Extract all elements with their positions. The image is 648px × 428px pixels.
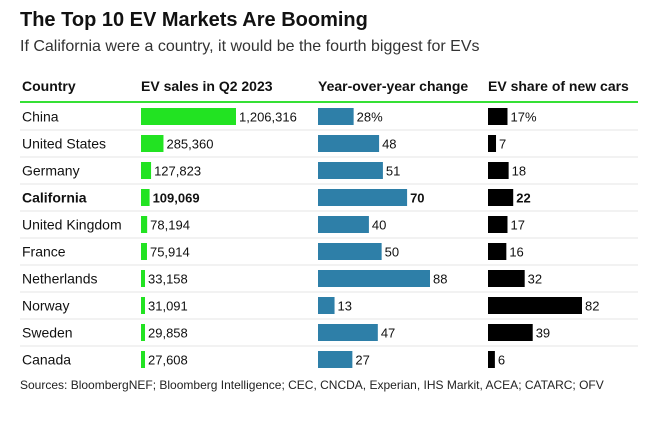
country-label: Germany: [22, 163, 80, 179]
country-label: China: [22, 109, 59, 125]
change-bar: [318, 351, 353, 368]
share-bar: [488, 243, 507, 260]
sales-bar: [141, 108, 236, 125]
column-header-change: Year-over-year change: [318, 78, 469, 94]
change-value-label: 50: [385, 245, 399, 260]
country-label: United States: [22, 136, 106, 152]
share-bar: [488, 297, 582, 314]
change-value-label: 47: [381, 326, 395, 341]
country-label: France: [22, 244, 66, 260]
change-bar: [318, 324, 378, 341]
sales-bar: [141, 189, 150, 206]
share-bar: [488, 135, 497, 152]
change-bar: [318, 135, 380, 152]
sales-bar: [141, 270, 145, 287]
change-bar: [318, 162, 383, 179]
share-value-label: 6: [498, 353, 505, 368]
change-value-label: 13: [338, 299, 352, 314]
share-value-label: 17: [510, 218, 524, 233]
country-label: California: [22, 190, 87, 206]
country-label: Canada: [22, 352, 71, 368]
sales-bar: [141, 243, 147, 260]
chart-title: The Top 10 EV Markets Are Booming: [20, 9, 368, 31]
sales-value-label: 1,206,316: [239, 110, 297, 125]
change-value-label: 88: [433, 272, 447, 287]
sales-value-label: 285,360: [166, 137, 213, 152]
share-bar: [488, 324, 533, 341]
header-rule: [20, 101, 638, 103]
sales-value-label: 27,608: [148, 353, 188, 368]
country-label: Norway: [22, 298, 69, 314]
change-bar: [318, 216, 369, 233]
share-bar: [488, 108, 508, 125]
column-header-share: EV share of new cars: [488, 78, 629, 94]
sales-value-label: 78,194: [150, 218, 190, 233]
change-value-label: 70: [410, 191, 424, 206]
sales-value-label: 75,914: [150, 245, 190, 260]
change-bar: [318, 270, 430, 287]
sales-value-label: 109,069: [153, 191, 200, 206]
sales-bar: [141, 297, 145, 314]
change-bar: [318, 297, 335, 314]
change-value-label: 28%: [357, 110, 383, 125]
share-value-label: 18: [512, 164, 526, 179]
country-label: United Kingdom: [22, 217, 122, 233]
sales-value-label: 31,091: [148, 299, 188, 314]
share-bar: [488, 216, 508, 233]
share-value-label: 22: [516, 191, 530, 206]
country-label: Netherlands: [22, 271, 98, 287]
column-header-country: Country: [22, 78, 76, 94]
change-bar: [318, 243, 382, 260]
change-bar: [318, 189, 408, 206]
sales-bar: [141, 216, 148, 233]
change-value-label: 27: [355, 353, 369, 368]
sales-bar: [141, 324, 145, 341]
share-value-label: 16: [509, 245, 523, 260]
sales-value-label: 127,823: [154, 164, 201, 179]
share-value-label: 32: [528, 272, 542, 287]
chart-subtitle: If California were a country, it would b…: [20, 38, 480, 55]
share-bar: [488, 162, 509, 179]
sales-bar: [141, 351, 145, 368]
change-bar: [318, 108, 354, 125]
sales-value-label: 29,858: [148, 326, 188, 341]
country-label: Sweden: [22, 325, 73, 341]
sales-bar: [141, 162, 152, 179]
share-value-label: 82: [585, 299, 599, 314]
share-bar: [488, 351, 495, 368]
sales-bar: [141, 135, 164, 152]
share-value-label: 7: [499, 137, 506, 152]
change-value-label: 51: [386, 164, 400, 179]
change-value-label: 48: [382, 137, 396, 152]
source-note: Sources: BloombergNEF; Bloomberg Intelli…: [20, 378, 604, 392]
share-value-label: 17%: [510, 110, 536, 125]
share-value-label: 39: [536, 326, 550, 341]
share-bar: [488, 189, 514, 206]
change-value-label: 40: [372, 218, 386, 233]
sales-value-label: 33,158: [148, 272, 188, 287]
share-bar: [488, 270, 525, 287]
column-header-sales: EV sales in Q2 2023: [141, 78, 273, 94]
